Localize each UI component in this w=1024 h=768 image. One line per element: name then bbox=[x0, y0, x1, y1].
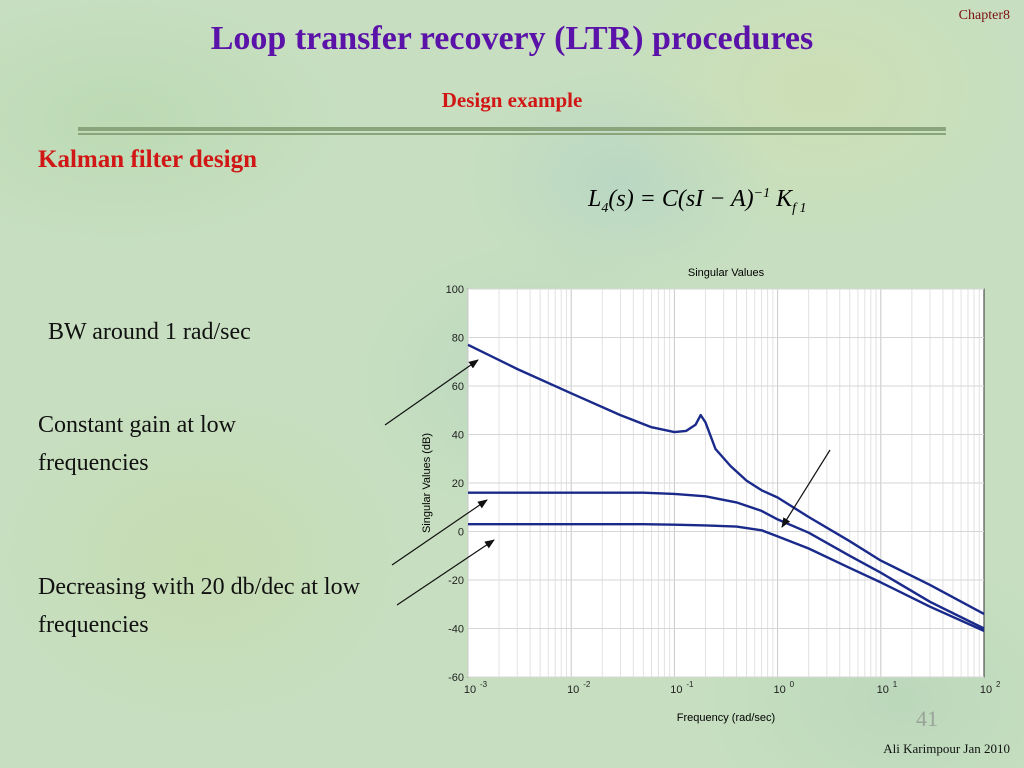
y-tick-label: 100 bbox=[446, 284, 464, 296]
note-decreasing: Decreasing with 20 db/dec at low frequen… bbox=[38, 574, 360, 638]
note-constant-gain: Constant gain at low frequencies bbox=[38, 412, 236, 476]
y-tick-label: 40 bbox=[452, 430, 464, 442]
eq-rhs-k: K bbox=[770, 186, 793, 212]
eq-lhs-sub: 4 bbox=[601, 200, 609, 216]
x-tick-label: 10 bbox=[670, 684, 682, 696]
transfer-function-equation: L4(s) = C(sI − A)−1 Kf 1 bbox=[588, 186, 807, 217]
series-line-3 bbox=[468, 523, 985, 632]
x-tick-exponent: 0 bbox=[790, 680, 795, 689]
x-tick-exponent: 2 bbox=[996, 680, 1001, 689]
slide-title: Loop transfer recovery (LTR) procedures bbox=[210, 20, 814, 57]
y-tick-label: -60 bbox=[448, 672, 464, 684]
eq-lhs-symbol: L bbox=[588, 186, 602, 212]
y-tick-label: 80 bbox=[452, 333, 464, 345]
x-tick-label: 10 bbox=[567, 684, 579, 696]
x-axis-label: Frequency (rad/sec) bbox=[677, 712, 775, 724]
x-tick-exponent: 1 bbox=[893, 680, 898, 689]
section-heading: Kalman filter design bbox=[38, 146, 257, 173]
y-tick-label: -40 bbox=[448, 624, 464, 636]
eq-rhs-sup: −1 bbox=[753, 186, 771, 201]
y-tick-label: 60 bbox=[452, 381, 464, 393]
series-line-2 bbox=[468, 491, 985, 630]
x-tick-exponent: -1 bbox=[686, 680, 694, 689]
eq-rhs-k-sub: f 1 bbox=[792, 200, 807, 216]
y-tick-label: -20 bbox=[448, 575, 464, 587]
singular-value-curves bbox=[467, 343, 985, 632]
chart-title: Singular Values bbox=[688, 267, 765, 279]
title-divider-thin bbox=[78, 133, 946, 135]
y-tick-labels: 100 80 60 40 20 0 -20 -40 -60 bbox=[446, 284, 464, 684]
eq-rhs-main: C(sI − A) bbox=[661, 186, 754, 212]
x-tick-exponent: -3 bbox=[480, 680, 488, 689]
slide-subtitle: Design example bbox=[441, 88, 583, 112]
note-bandwidth: BW around 1 rad/sec bbox=[48, 319, 251, 345]
title-divider-thick bbox=[78, 127, 946, 131]
chapter-label: Chapter8 bbox=[958, 8, 1010, 23]
x-tick-exponent: -2 bbox=[583, 680, 591, 689]
page-number: 41 bbox=[916, 706, 938, 731]
footer-author: Ali Karimpour Jan 2010 bbox=[883, 741, 1010, 756]
x-tick-label: 10 bbox=[464, 684, 476, 696]
grid bbox=[467, 288, 984, 678]
x-tick-label: 10 bbox=[773, 684, 785, 696]
y-tick-label: 20 bbox=[452, 478, 464, 490]
y-tick-label: 0 bbox=[458, 527, 464, 539]
eq-lhs-arg: (s) = bbox=[608, 186, 662, 212]
series-line-1 bbox=[467, 343, 985, 615]
x-tick-label: 10 bbox=[877, 684, 889, 696]
x-tick-labels: 10 -3 10 -2 10 -1 10 0 10 1 10 2 bbox=[464, 680, 1001, 696]
x-tick-label: 10 bbox=[980, 684, 992, 696]
y-axis-label: Singular Values (dB) bbox=[421, 433, 433, 533]
